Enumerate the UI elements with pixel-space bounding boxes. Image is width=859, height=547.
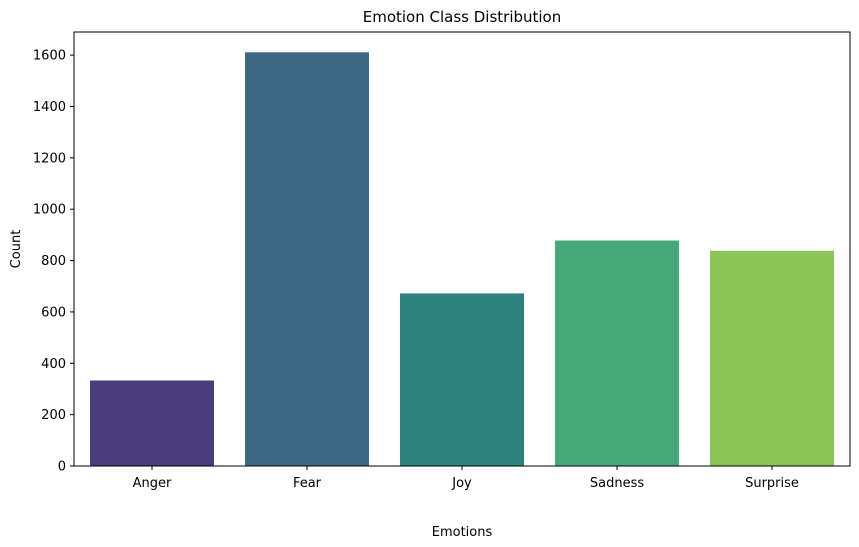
y-tick-label: 200 — [41, 408, 66, 423]
bar-fear — [245, 52, 369, 467]
y-axis-ticks: 0 200 400 600 800 1000 1200 1400 1600 — [33, 49, 74, 475]
bar-joy — [400, 293, 524, 466]
x-tick-label: Surprise — [745, 476, 799, 491]
y-tick-label: 1400 — [33, 100, 66, 115]
bars-group — [90, 52, 834, 467]
x-axis-label: Emotions — [432, 525, 493, 540]
x-tick-label: Sadness — [590, 476, 644, 491]
x-tick-label: Joy — [451, 476, 472, 491]
chart-title: Emotion Class Distribution — [363, 8, 562, 26]
y-tick-label: 1000 — [33, 203, 66, 218]
y-tick-label: 800 — [41, 254, 66, 269]
y-tick-label: 1200 — [33, 151, 66, 166]
y-tick-label: 0 — [58, 460, 66, 475]
y-axis-label: Count — [9, 230, 24, 269]
x-tick-label: Fear — [293, 476, 322, 491]
plot-frame — [73, 31, 851, 467]
bar-sadness — [555, 240, 679, 466]
x-axis-ticks: Anger Fear Joy Sadness Surprise — [133, 466, 799, 491]
bar-anger — [90, 380, 214, 466]
bar-surprise — [710, 250, 834, 466]
y-tick-label: 1600 — [33, 49, 66, 64]
y-tick-label: 600 — [41, 305, 66, 320]
y-tick-label: 400 — [41, 357, 66, 372]
x-tick-label: Anger — [133, 476, 172, 491]
